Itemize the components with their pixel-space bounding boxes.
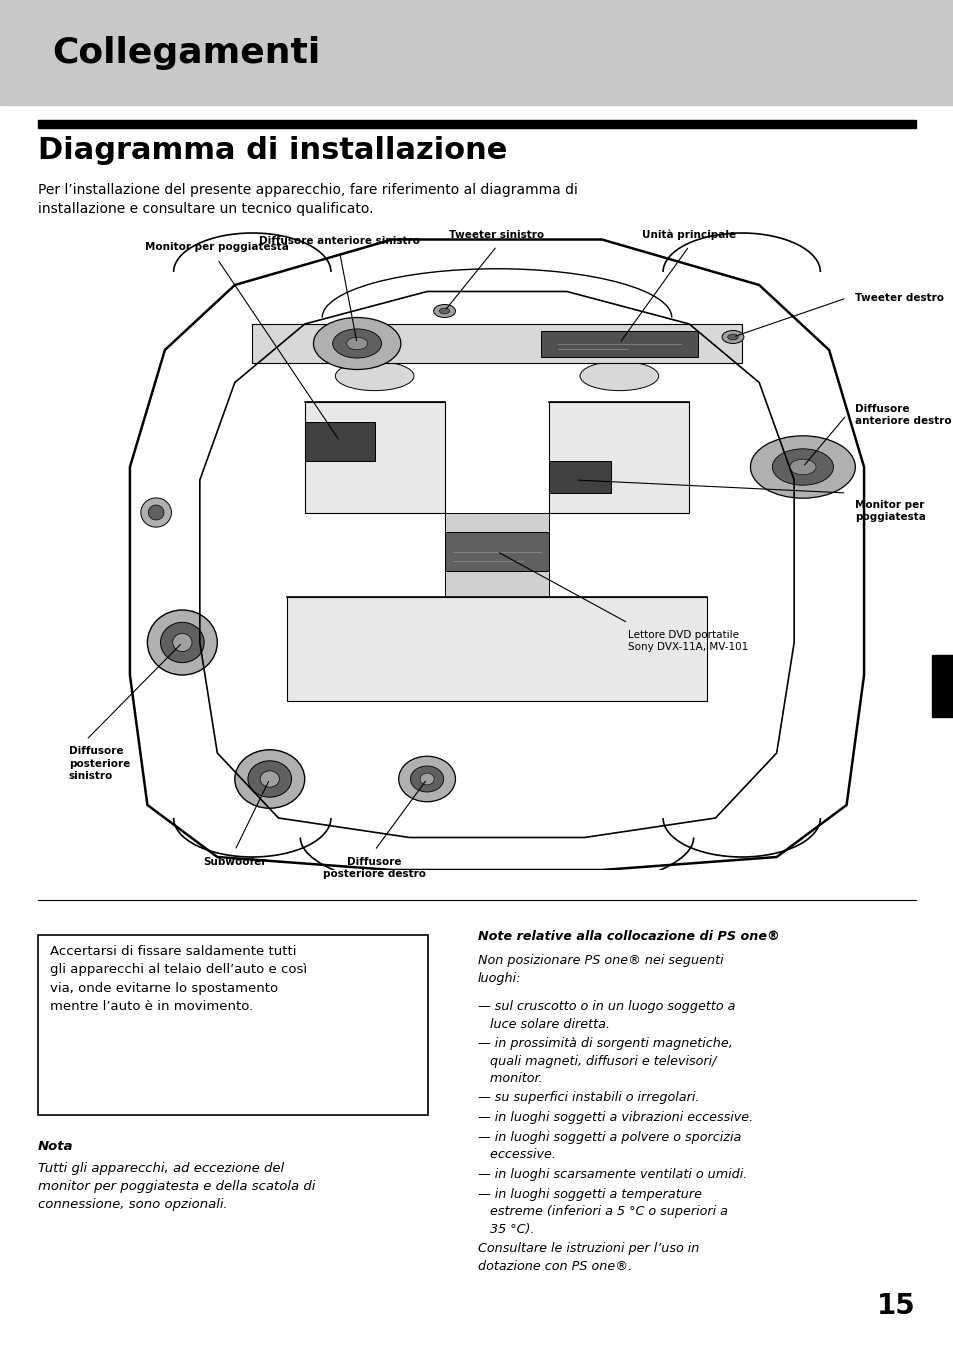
Text: Diffusore
posteriore
sinistro: Diffusore posteriore sinistro: [69, 746, 130, 781]
Text: Tweeter sinistro: Tweeter sinistro: [449, 230, 544, 239]
Ellipse shape: [772, 449, 833, 485]
Text: Consultare le istruzioni per l’uso in
dotazione con PS one®.: Consultare le istruzioni per l’uso in do…: [477, 1242, 699, 1272]
Bar: [931, 654, 953, 717]
Text: Unità principale: Unità principale: [641, 228, 736, 239]
Ellipse shape: [346, 337, 367, 350]
Polygon shape: [444, 512, 549, 598]
Text: — su superfici instabili o irregolari.: — su superfici instabili o irregolari.: [477, 1091, 699, 1105]
Ellipse shape: [333, 329, 381, 358]
Ellipse shape: [141, 498, 172, 527]
Ellipse shape: [248, 761, 292, 798]
FancyBboxPatch shape: [38, 936, 428, 1115]
Text: — sul cruscotto o in un luogo soggetto a
   luce solare diretta.: — sul cruscotto o in un luogo soggetto a…: [477, 1000, 735, 1030]
Ellipse shape: [438, 308, 449, 314]
Text: Per l’installazione del presente apparecchio, fare riferimento al diagramma di
i: Per l’installazione del presente apparec…: [38, 183, 578, 216]
Ellipse shape: [148, 506, 164, 521]
Text: Non posizionare PS one® nei seguenti
luoghi:: Non posizionare PS one® nei seguenti luo…: [477, 955, 723, 986]
Text: — in luoghi soggetti a temperature
   estreme (inferiori a 5 °C o superiori a
  : — in luoghi soggetti a temperature estre…: [477, 1188, 727, 1236]
Text: Subwoofer: Subwoofer: [203, 857, 266, 867]
Text: — in luoghi soggetti a polvere o sporcizia
   eccessive.: — in luoghi soggetti a polvere o sporciz…: [477, 1132, 740, 1161]
Text: Diffusore anteriore sinistro: Diffusore anteriore sinistro: [259, 237, 419, 246]
Text: Diagramma di installazione: Diagramma di installazione: [38, 137, 507, 165]
Ellipse shape: [172, 633, 192, 652]
Text: Monitor per
poggiatesta: Monitor per poggiatesta: [855, 499, 925, 522]
Polygon shape: [549, 402, 689, 512]
Ellipse shape: [260, 771, 279, 787]
Text: 15: 15: [877, 1293, 915, 1320]
Ellipse shape: [434, 304, 455, 318]
Ellipse shape: [750, 435, 855, 498]
Ellipse shape: [727, 334, 738, 339]
Text: Collegamenti: Collegamenti: [52, 35, 320, 69]
Polygon shape: [287, 598, 706, 700]
Text: — in luoghi scarsamente ventilati o umidi.: — in luoghi scarsamente ventilati o umid…: [477, 1168, 746, 1182]
Polygon shape: [304, 422, 375, 461]
Text: Diffusore
posteriore destro: Diffusore posteriore destro: [323, 857, 426, 879]
Text: — in prossimità di sorgenti magnetiche,
   quali magneti, diffusori e televisori: — in prossimità di sorgenti magnetiche, …: [477, 1037, 732, 1086]
Polygon shape: [304, 402, 444, 512]
Ellipse shape: [579, 361, 658, 391]
Ellipse shape: [148, 610, 217, 675]
Text: Diffusore
anteriore destro: Diffusore anteriore destro: [855, 404, 951, 426]
Text: Lettore DVD portatile
Sony DVX-11A, MV-101: Lettore DVD portatile Sony DVX-11A, MV-1…: [627, 630, 747, 652]
Ellipse shape: [419, 773, 434, 786]
Text: Nota: Nota: [38, 1140, 73, 1153]
Bar: [38, 120, 915, 128]
Ellipse shape: [398, 756, 455, 802]
Text: Accertarsi di fissare saldamente tutti
gli apparecchi al telaio dell’auto e così: Accertarsi di fissare saldamente tutti g…: [50, 945, 307, 1014]
Text: Note relative alla collocazione di PS one®: Note relative alla collocazione di PS on…: [477, 930, 779, 942]
Text: — in luoghi soggetti a vibrazioni eccessive.: — in luoghi soggetti a vibrazioni eccess…: [477, 1111, 752, 1124]
Ellipse shape: [335, 361, 414, 391]
Ellipse shape: [789, 460, 815, 475]
Ellipse shape: [234, 750, 304, 808]
Polygon shape: [549, 461, 610, 493]
Text: Monitor per poggiatesta: Monitor per poggiatesta: [145, 242, 289, 253]
Polygon shape: [252, 324, 740, 362]
Ellipse shape: [410, 767, 443, 792]
Text: Tutti gli apparecchi, ad eccezione del
monitor per poggiatesta e della scatola d: Tutti gli apparecchi, ad eccezione del m…: [38, 1161, 315, 1211]
Polygon shape: [540, 330, 698, 357]
Ellipse shape: [721, 330, 743, 343]
Ellipse shape: [160, 622, 204, 662]
Ellipse shape: [314, 318, 400, 369]
Polygon shape: [444, 531, 549, 571]
Text: Tweeter destro: Tweeter destro: [855, 293, 943, 303]
Bar: [0, 0, 953, 105]
